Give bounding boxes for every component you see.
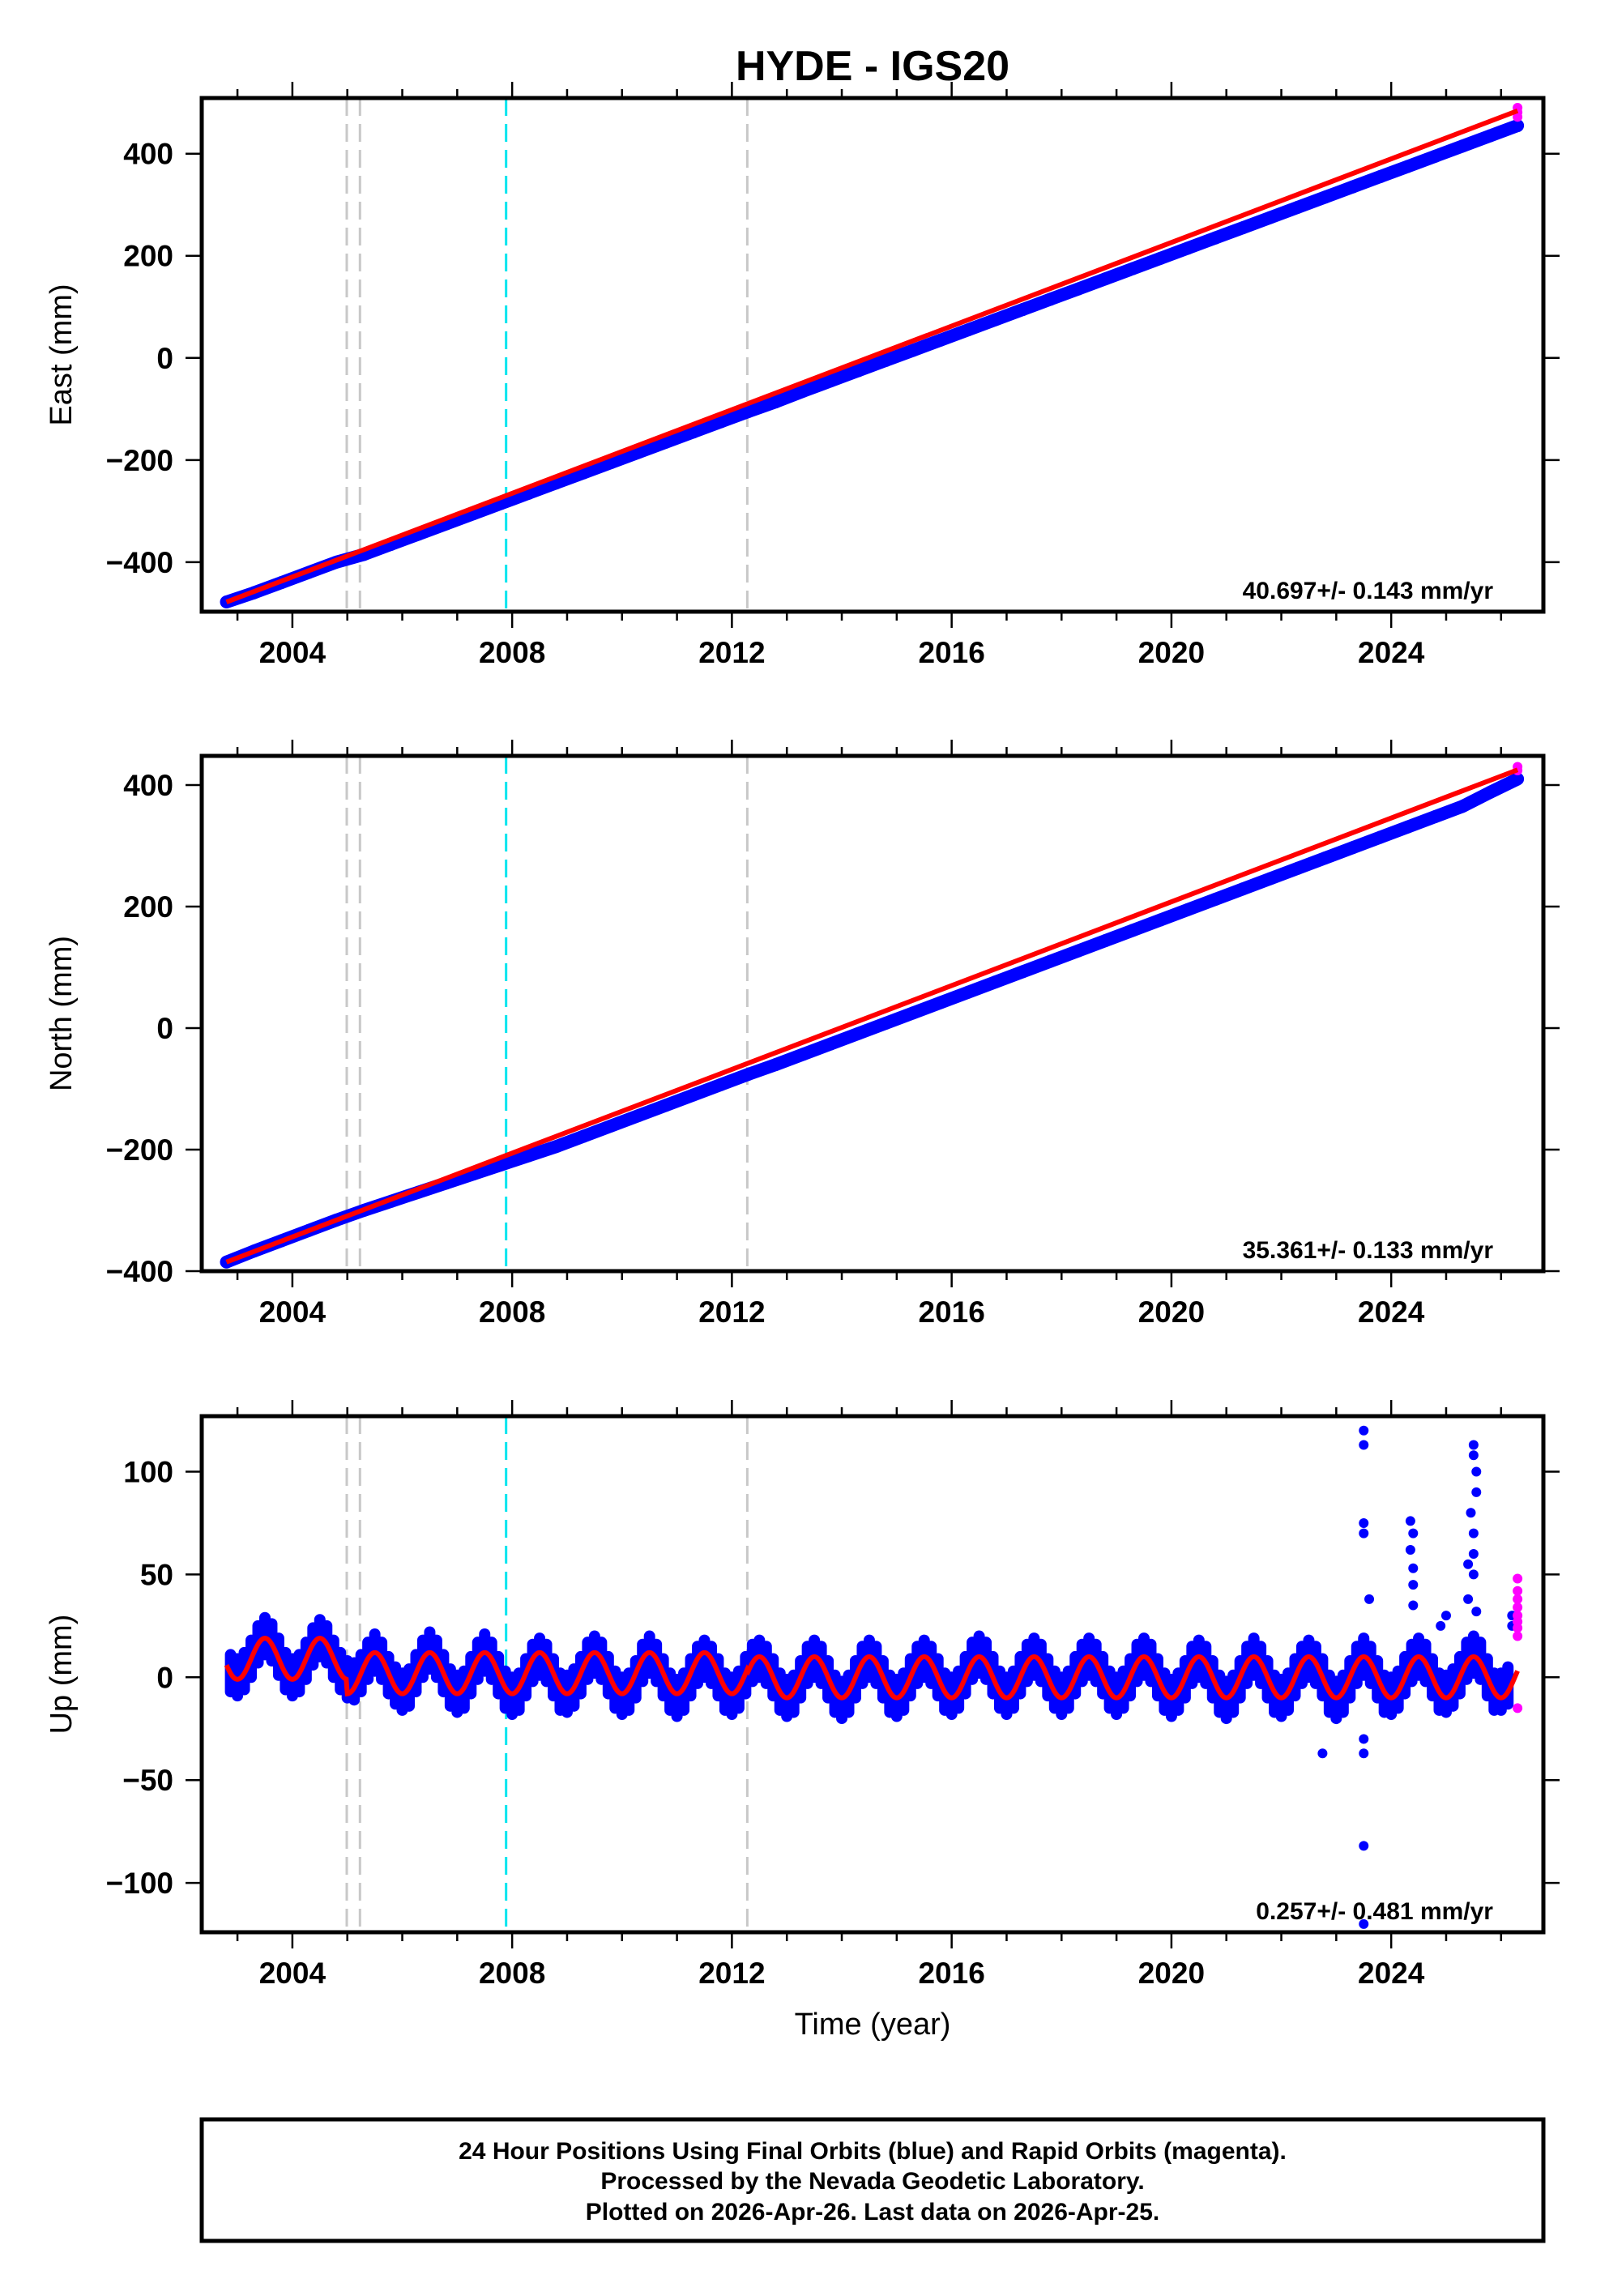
- velocity-label: 35.361+/- 0.133 mm/yr: [1243, 1237, 1494, 1264]
- y-tick-label: −100: [106, 1867, 173, 1900]
- x-tick-label: 2004: [259, 1957, 326, 1990]
- plot-frame: [199, 96, 1546, 614]
- plot-area: [220, 98, 1525, 612]
- plot-area: [224, 1416, 1523, 1932]
- y-tick-label: 0: [156, 1012, 173, 1045]
- outlier-point: [1471, 1466, 1482, 1477]
- footer-line-2: Processed by the Nevada Geodetic Laborat…: [600, 2168, 1144, 2195]
- y-tick-label: 200: [123, 890, 173, 924]
- x-tick-label: 2012: [698, 1957, 765, 1990]
- outlier-point: [1466, 1508, 1476, 1518]
- x-tick-label: 2020: [1138, 636, 1205, 669]
- panel-up: 2004 2008 2012 2016 2020 2024 −100 −50 0 50 100 Up …: [45, 1400, 1560, 1990]
- rapid-orbit-point: [1513, 1631, 1523, 1641]
- y-axis-title: East (mm): [45, 284, 79, 425]
- rapid-orbit-point: [1513, 1623, 1523, 1633]
- x-tick-label: 2024: [1358, 1295, 1425, 1329]
- y-tick-label: −400: [106, 1255, 173, 1288]
- panel-north: 2004 2008 2012 2016 2020 2024 −400 −200 0 200 400 N…: [45, 740, 1560, 1329]
- x-tick-label: 2004: [259, 1295, 326, 1329]
- x-tick-label: 2016: [918, 1957, 984, 1990]
- outlier-point: [1359, 1528, 1369, 1538]
- y-tick-label: −200: [106, 1133, 173, 1167]
- y-tick-label: 200: [123, 240, 173, 273]
- x-tick-label: 2008: [479, 1957, 545, 1990]
- outlier-point: [1463, 1559, 1474, 1569]
- outlier-point: [1359, 1841, 1369, 1851]
- outlier-point: [1359, 1440, 1369, 1450]
- y-tick-label: 0: [156, 1661, 173, 1694]
- plot-frame: [199, 753, 1546, 1274]
- x-tick-label: 2020: [1138, 1957, 1205, 1990]
- chart-title: HYDE - IGS20: [736, 43, 1009, 90]
- outlier-point: [1468, 1569, 1479, 1580]
- fit-line: [225, 108, 1519, 604]
- y-axis-title: Up (mm): [45, 1615, 79, 1735]
- outlier-point: [1405, 1516, 1415, 1526]
- rapid-orbit-point: [1513, 112, 1523, 122]
- outlier-point: [1405, 1544, 1415, 1555]
- outlier-point: [1468, 1450, 1479, 1461]
- outlier-point: [1463, 1594, 1474, 1604]
- y-tick-label: 400: [123, 138, 173, 171]
- outlier-point: [1440, 1611, 1451, 1621]
- outlier-point: [1408, 1600, 1419, 1611]
- data-point: [1511, 772, 1525, 786]
- y-tick-label: −200: [106, 444, 173, 477]
- outlier-point: [1468, 1549, 1479, 1560]
- x-tick-label: 2024: [1358, 636, 1425, 669]
- outlier-point: [1408, 1580, 1419, 1590]
- outlier-point: [1359, 1748, 1369, 1759]
- x-tick-label: 2004: [259, 636, 326, 669]
- outlier-point: [1317, 1748, 1328, 1759]
- x-tick-label: 2024: [1358, 1957, 1425, 1990]
- outlier-point: [1408, 1528, 1419, 1538]
- y-tick-label: 0: [156, 342, 173, 375]
- data-point: [1511, 119, 1525, 133]
- outlier-point: [1359, 1425, 1369, 1436]
- footer-box: [199, 2117, 1546, 2243]
- x-tick-label: 2008: [479, 636, 545, 669]
- y-axis-title: North (mm): [45, 936, 79, 1091]
- y-tick-label: −400: [106, 546, 173, 579]
- x-tick-label: 2012: [698, 1295, 765, 1329]
- outlier-point: [1471, 1607, 1482, 1617]
- plot-area: [220, 756, 1525, 1271]
- x-tick-label: 2016: [918, 636, 984, 669]
- fit-line: [225, 767, 1519, 1265]
- outlier-point: [1471, 1487, 1482, 1497]
- outlier-point: [1468, 1440, 1479, 1450]
- velocity-label: 40.697+/- 0.143 mm/yr: [1243, 578, 1494, 604]
- x-axis-title: Time (year): [795, 2008, 951, 2042]
- x-tick-label: 2020: [1138, 1295, 1205, 1329]
- plot-frame: [199, 1414, 1546, 1935]
- outlier-point: [1408, 1563, 1419, 1573]
- outlier-point: [1359, 1918, 1369, 1929]
- outlier-point: [1359, 1517, 1369, 1528]
- x-tick-label: 2012: [698, 636, 765, 669]
- x-tick-label: 2008: [479, 1295, 545, 1329]
- outlier-point: [1436, 1620, 1446, 1631]
- footer-line-3: Plotted on 2026-Apr-26. Last data on 202…: [586, 2199, 1160, 2226]
- y-tick-label: 50: [140, 1558, 173, 1591]
- y-tick-label: 400: [123, 769, 173, 802]
- rapid-orbit-point: [1513, 1594, 1523, 1604]
- y-tick-label: 100: [123, 1456, 173, 1489]
- outlier-point: [1359, 1734, 1369, 1744]
- rapid-orbit-point: [1513, 1603, 1523, 1613]
- panel-east: 2004 2008 2012 2016 2020 2024 −400 −200 0 200 400 E…: [45, 82, 1560, 669]
- velocity-label: 0.257+/- 0.481 mm/yr: [1256, 1898, 1493, 1925]
- outlier-point: [1364, 1594, 1375, 1604]
- fit-line: [224, 1636, 1520, 1701]
- rapid-orbit-point: [1513, 1573, 1523, 1584]
- x-tick-label: 2016: [918, 1295, 984, 1329]
- outlier-point: [1468, 1528, 1479, 1538]
- footer-line-1: 24 Hour Positions Using Final Orbits (bl…: [459, 2138, 1287, 2165]
- rapid-orbit-point: [1513, 1703, 1523, 1713]
- rapid-orbit-point: [1513, 1585, 1523, 1596]
- y-tick-label: −50: [122, 1764, 173, 1797]
